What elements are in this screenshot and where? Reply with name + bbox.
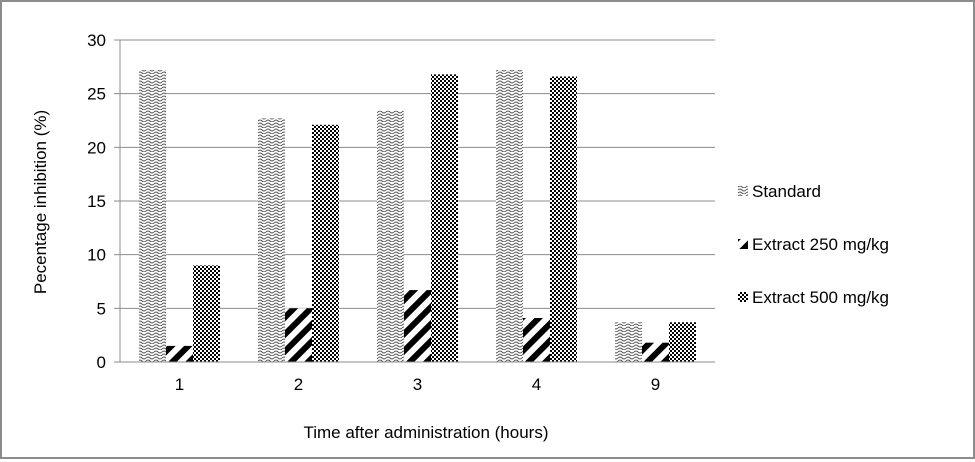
bar-checker-4	[550, 76, 577, 362]
bar-checker-9	[669, 322, 696, 362]
x-tick-label: 9	[651, 375, 660, 394]
legend: Standard Extract 250 mg/kg Extract 500 mg/…	[738, 182, 889, 307]
bar-diagonal-stripes-1	[166, 345, 193, 362]
y-tick-label: 0	[97, 353, 106, 372]
bars	[139, 70, 696, 362]
y-tick-label: 5	[97, 299, 106, 318]
x-tick-label: 3	[413, 375, 422, 394]
bar-wave-2	[258, 118, 285, 362]
bar-diagonal-stripes-9	[642, 342, 669, 362]
bar-wave-9	[615, 322, 642, 362]
bar-wave-1	[139, 70, 166, 362]
y-tick-label: 30	[87, 31, 106, 50]
y-tick-label: 25	[87, 85, 106, 104]
legend-swatch-diagonal-stripes	[738, 239, 748, 249]
legend-swatch-wave	[738, 186, 748, 196]
y-tick-label: 20	[87, 138, 106, 157]
x-axis-label: Time after administration (hours)	[303, 423, 548, 442]
x-tick-label: 2	[294, 375, 303, 394]
y-tick-labels: 0 5 10 15 20 25 30	[87, 31, 120, 372]
y-tick-label: 10	[87, 246, 106, 265]
y-tick-label: 15	[87, 192, 106, 211]
bar-checker-1	[193, 265, 220, 362]
bar-wave-4	[496, 70, 523, 362]
bar-checker-3	[431, 74, 458, 362]
x-tick-labels: 1 2 3 4 9	[175, 375, 660, 394]
x-tick-label: 4	[532, 375, 541, 394]
gridlines	[120, 39, 715, 309]
y-axis-label: Pecentage inhibition (%)	[31, 110, 50, 294]
legend-label: Extract 250 mg/kg	[752, 235, 889, 254]
x-tick-label: 1	[175, 375, 184, 394]
bar-diagonal-stripes-4	[523, 317, 550, 362]
bar-wave-3	[377, 110, 404, 362]
bar-checker-2	[312, 124, 339, 362]
bar-diagonal-stripes-2	[285, 308, 312, 362]
legend-swatch-checker	[738, 292, 748, 302]
legend-label: Extract 500 mg/kg	[752, 288, 889, 307]
legend-label: Standard	[752, 182, 821, 201]
bar-diagonal-stripes-3	[404, 290, 431, 362]
